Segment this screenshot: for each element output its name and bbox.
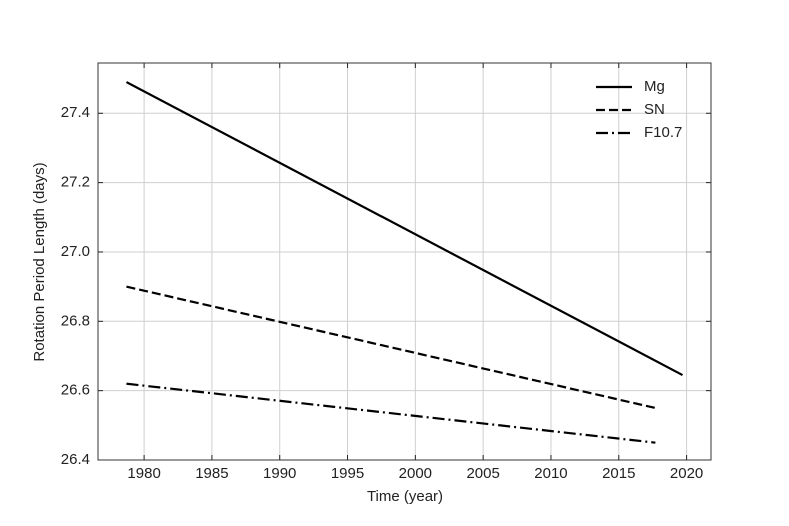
x-tick-label: 2000 bbox=[399, 465, 432, 482]
y-axis-label: Rotation Period Length (days) bbox=[31, 162, 48, 361]
legend-label: Mg bbox=[644, 78, 665, 95]
series-line bbox=[126, 285, 656, 410]
series-line bbox=[126, 382, 656, 444]
x-tick-label: 2005 bbox=[466, 465, 499, 482]
x-tick-label: 2015 bbox=[602, 465, 635, 482]
y-tick-label: 26.8 bbox=[61, 312, 90, 329]
x-tick-label: 2020 bbox=[670, 465, 703, 482]
x-tick-label: 1985 bbox=[195, 465, 228, 482]
legend-label: SN bbox=[644, 101, 665, 118]
y-tick-label: 27.0 bbox=[61, 243, 90, 260]
series-line bbox=[125, 81, 684, 377]
y-tick-label: 27.2 bbox=[61, 174, 90, 191]
plot-frame bbox=[97, 62, 712, 461]
y-tick-label: 27.4 bbox=[61, 104, 90, 121]
y-tick-label: 26.4 bbox=[61, 451, 90, 468]
x-tick-label: 2010 bbox=[534, 465, 567, 482]
x-axis-label: Time (year) bbox=[367, 488, 443, 505]
legend-label: F10.7 bbox=[644, 124, 682, 141]
x-tick-label: 1980 bbox=[127, 465, 160, 482]
x-tick-label: 1995 bbox=[331, 465, 364, 482]
x-tick-label: 1990 bbox=[263, 465, 296, 482]
y-tick-label: 26.6 bbox=[61, 382, 90, 399]
